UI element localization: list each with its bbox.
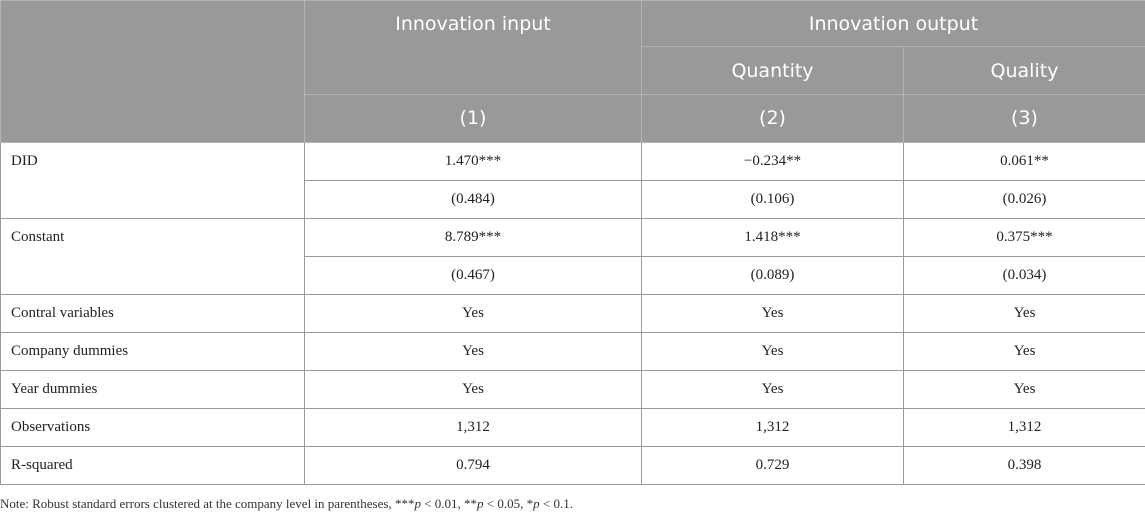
cell-did-coef-1: 1.470*** bbox=[304, 142, 642, 181]
cell-company-3: Yes bbox=[903, 332, 1145, 371]
note-p-3: p bbox=[533, 496, 540, 511]
header-quality: Quality bbox=[903, 46, 1145, 95]
row-label-year: Year dummies bbox=[0, 370, 305, 409]
cell-constant-se-1: (0.467) bbox=[304, 256, 642, 295]
note-stars-1: *** bbox=[394, 496, 415, 511]
cell-observations-1: 1,312 bbox=[304, 408, 642, 447]
cell-r-squared-3: 0.398 bbox=[903, 446, 1145, 485]
header-col-3: (3) bbox=[903, 94, 1145, 143]
table-row-r-squared: R-squared 0.794 0.729 0.398 bbox=[0, 446, 1145, 485]
table-row-constant: Constant 8.789*** 1.418*** 0.375*** bbox=[0, 218, 1145, 295]
cell-did-se-3: (0.026) bbox=[903, 180, 1145, 219]
cell-did-coef-3: 0.061** bbox=[903, 142, 1145, 181]
cell-did-coef-2: −0.234** bbox=[641, 142, 904, 181]
table-row-company: Company dummies Yes Yes Yes bbox=[0, 332, 1145, 371]
note-threshold-3: < 0.1. bbox=[539, 496, 573, 511]
table-row-observations: Observations 1,312 1,312 1,312 bbox=[0, 408, 1145, 447]
cell-constant-coef-1: 8.789*** bbox=[304, 218, 642, 257]
cell-control-2: Yes bbox=[641, 294, 904, 333]
table-row-did: DID 1.470*** −0.234** 0.061** bbox=[0, 142, 1145, 219]
cell-constant-coef-3: 0.375*** bbox=[903, 218, 1145, 257]
cell-control-1: Yes bbox=[304, 294, 642, 333]
note-threshold-1: < 0.01, bbox=[420, 496, 465, 511]
header-quantity: Quantity bbox=[641, 46, 904, 95]
row-label-did: DID bbox=[0, 142, 305, 219]
cell-control-3: Yes bbox=[903, 294, 1145, 333]
cell-r-squared-1: 0.794 bbox=[304, 446, 642, 485]
cell-constant-se-2: (0.089) bbox=[641, 256, 904, 295]
note-stars-2: ** bbox=[464, 496, 478, 511]
table-row-year: Year dummies Yes Yes Yes bbox=[0, 370, 1145, 409]
table-row-control: Contral variables Yes Yes Yes bbox=[0, 294, 1145, 333]
note-threshold-2: < 0.05, bbox=[483, 496, 527, 511]
table-row-constant-se: (0.467) (0.089) (0.034) bbox=[1, 256, 1145, 295]
cell-constant-coef-2: 1.418*** bbox=[641, 218, 904, 257]
note-p-2: p bbox=[477, 496, 484, 511]
cell-year-3: Yes bbox=[903, 370, 1145, 409]
cell-year-2: Yes bbox=[641, 370, 904, 409]
header-col-1: (1) bbox=[304, 94, 642, 143]
cell-r-squared-2: 0.729 bbox=[641, 446, 904, 485]
cell-did-se-1: (0.484) bbox=[304, 180, 642, 219]
row-label-constant: Constant bbox=[0, 218, 305, 295]
cell-observations-2: 1,312 bbox=[641, 408, 904, 447]
row-label-company: Company dummies bbox=[0, 332, 305, 371]
regression-table: Innovation input Innovation output Quant… bbox=[0, 0, 1145, 485]
header-empty-cell bbox=[0, 0, 305, 143]
cell-constant-se-3: (0.034) bbox=[903, 256, 1145, 295]
header-innovation-input: Innovation input bbox=[304, 0, 642, 95]
note-stars-3: * bbox=[526, 496, 534, 511]
table-note: Note: Robust standard errors clustered a… bbox=[0, 496, 1145, 512]
cell-company-2: Yes bbox=[641, 332, 904, 371]
header-innovation-output: Innovation output bbox=[641, 0, 1145, 47]
cell-did-se-2: (0.106) bbox=[641, 180, 904, 219]
note-p-1: p bbox=[414, 496, 421, 511]
cell-company-1: Yes bbox=[304, 332, 642, 371]
row-label-control: Contral variables bbox=[0, 294, 305, 333]
cell-observations-3: 1,312 bbox=[903, 408, 1145, 447]
row-label-r-squared: R-squared bbox=[0, 446, 305, 485]
cell-year-1: Yes bbox=[304, 370, 642, 409]
header-col-2: (2) bbox=[641, 94, 904, 143]
row-label-observations: Observations bbox=[0, 408, 305, 447]
note-prefix: Note: Robust standard errors clustered a… bbox=[0, 496, 395, 511]
